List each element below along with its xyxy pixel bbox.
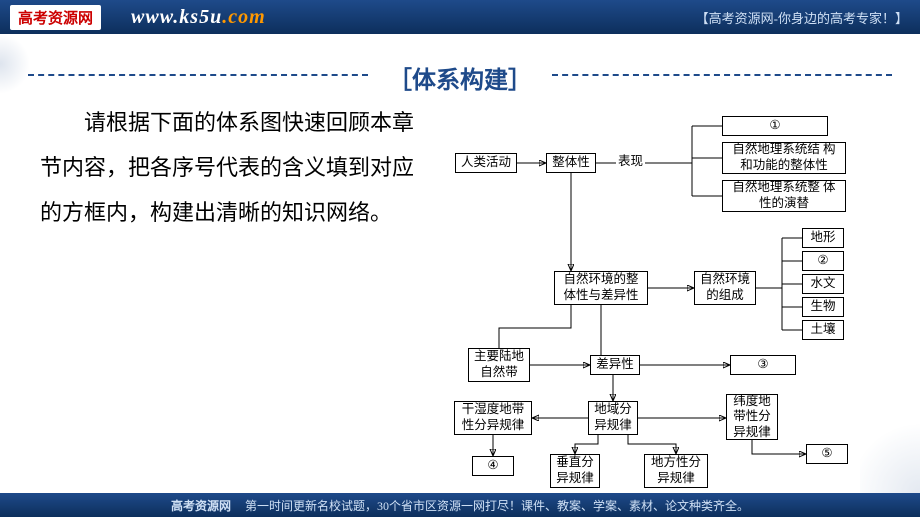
blank-2[interactable]: ② — [802, 251, 844, 271]
footer-text: 第一时间更新名校试题，30个省市区资源一网打尽！课件、教案、学案、素材、论文种类… — [245, 497, 749, 514]
node-vertical: 垂直分 异规律 — [550, 454, 600, 488]
instruction-text: 请根据下面的体系图快速回顾本章节内容，把各序号代表的含义填到对应的方框内，构建出… — [40, 98, 420, 498]
heading-title: ［体系构建］ — [388, 60, 532, 95]
node-evolution: 自然地理系统整 体性的演替 — [722, 180, 846, 212]
top-bar: 高考资源网 www.ks5u.com 【高考资源网-你身边的高考专家！】 — [0, 0, 920, 34]
node-center: 自然环境的整 体性与差异性 — [554, 271, 648, 305]
comp-5: 土壤 — [802, 320, 844, 340]
blank-3[interactable]: ③ — [730, 355, 796, 375]
node-law: 地域分 异规律 — [588, 401, 638, 435]
logo: 高考资源网 — [10, 5, 101, 30]
node-structure: 自然地理系统结 构和功能的整体性 — [722, 142, 846, 174]
blank-5[interactable]: ⑤ — [806, 444, 848, 464]
node-latitude: 纬度地 带性分 异规律 — [726, 394, 778, 440]
node-human: 人类活动 — [455, 153, 517, 173]
blank-1[interactable]: ① — [722, 116, 828, 136]
node-wholeness: 整体性 — [546, 153, 596, 173]
section-heading: ［体系构建］ — [0, 60, 920, 92]
blank-4[interactable]: ④ — [472, 456, 514, 476]
tagline: 【高考资源网-你身边的高考专家！】 — [696, 8, 908, 27]
node-wet: 干湿度地带 性分异规律 — [454, 401, 532, 435]
comp-1: 地形 — [802, 228, 844, 248]
node-land: 主要陆地 自然带 — [468, 348, 530, 382]
label-expression: 表现 — [616, 150, 645, 169]
node-local: 地方性分 异规律 — [644, 454, 708, 488]
node-difference: 差异性 — [590, 355, 640, 375]
comp-3: 水文 — [802, 274, 844, 294]
comp-4: 生物 — [802, 297, 844, 317]
site-url: www.ks5u.com — [131, 6, 266, 29]
footer-brand: 高考资源网 — [171, 497, 231, 514]
concept-diagram: 表现 人类活动 整体性 ① 自然地理系统结 构和功能的整体性 自然地理系统整 体… — [430, 98, 906, 498]
node-composition: 自然环境 的组成 — [694, 271, 756, 305]
bottom-bar: 高考资源网 第一时间更新名校试题，30个省市区资源一网打尽！课件、教案、学案、素… — [0, 493, 920, 517]
